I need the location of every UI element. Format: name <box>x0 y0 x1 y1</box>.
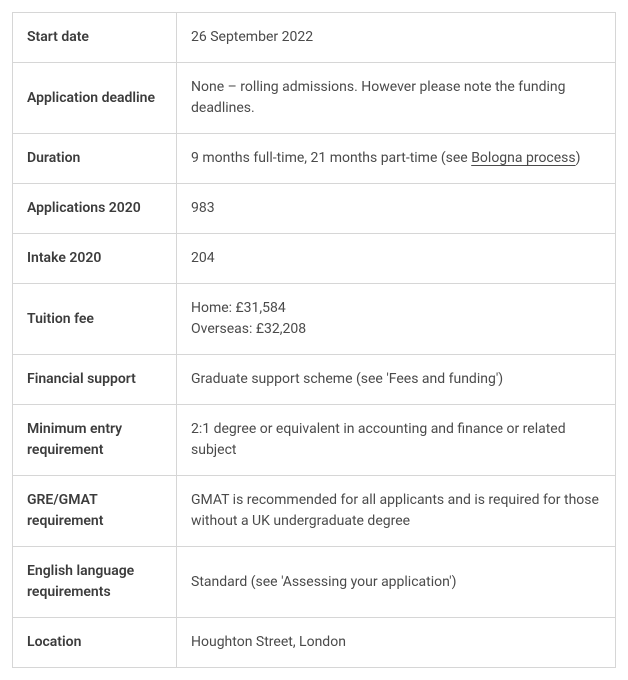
row-label: Applications 2020 <box>13 184 177 234</box>
row-label: Intake 2020 <box>13 234 177 284</box>
table-row: Tuition fee Home: £31,584 Overseas: £32,… <box>13 284 616 355</box>
table-row: Application deadline None – rolling admi… <box>13 63 616 134</box>
row-value: GMAT is recommended for all applicants a… <box>177 476 616 547</box>
value-prefix: 9 months full-time, 21 months part-time … <box>191 150 471 166</box>
bologna-process-link[interactable]: Bologna process <box>471 150 575 166</box>
row-label: Application deadline <box>13 63 177 134</box>
row-value: 204 <box>177 234 616 284</box>
row-label: Duration <box>13 134 177 184</box>
info-table: Start date 26 September 2022 Application… <box>12 12 616 668</box>
table-row: Intake 2020 204 <box>13 234 616 284</box>
table-row: English language requirements Standard (… <box>13 547 616 618</box>
row-value: Houghton Street, London <box>177 618 616 668</box>
row-value: 9 months full-time, 21 months part-time … <box>177 134 616 184</box>
row-label: English language requirements <box>13 547 177 618</box>
row-value: 26 September 2022 <box>177 13 616 63</box>
tuition-overseas: Overseas: £32,208 <box>191 319 601 340</box>
table-row: Start date 26 September 2022 <box>13 13 616 63</box>
row-label: Financial support <box>13 355 177 405</box>
row-value: Home: £31,584 Overseas: £32,208 <box>177 284 616 355</box>
tuition-home: Home: £31,584 <box>191 298 601 319</box>
table-row: Duration 9 months full-time, 21 months p… <box>13 134 616 184</box>
row-value: 983 <box>177 184 616 234</box>
row-value: Standard (see 'Assessing your applicatio… <box>177 547 616 618</box>
row-value: Graduate support scheme (see 'Fees and f… <box>177 355 616 405</box>
table-row: Minimum entry requirement 2:1 degree or … <box>13 405 616 476</box>
table-row: Location Houghton Street, London <box>13 618 616 668</box>
row-label: Location <box>13 618 177 668</box>
row-label: GRE/GMAT requirement <box>13 476 177 547</box>
table-row: Financial support Graduate support schem… <box>13 355 616 405</box>
row-label: Minimum entry requirement <box>13 405 177 476</box>
value-suffix: ) <box>576 150 581 166</box>
table-row: Applications 2020 983 <box>13 184 616 234</box>
row-label: Tuition fee <box>13 284 177 355</box>
table-row: GRE/GMAT requirement GMAT is recommended… <box>13 476 616 547</box>
row-value: None – rolling admissions. However pleas… <box>177 63 616 134</box>
row-value: 2:1 degree or equivalent in accounting a… <box>177 405 616 476</box>
row-label: Start date <box>13 13 177 63</box>
